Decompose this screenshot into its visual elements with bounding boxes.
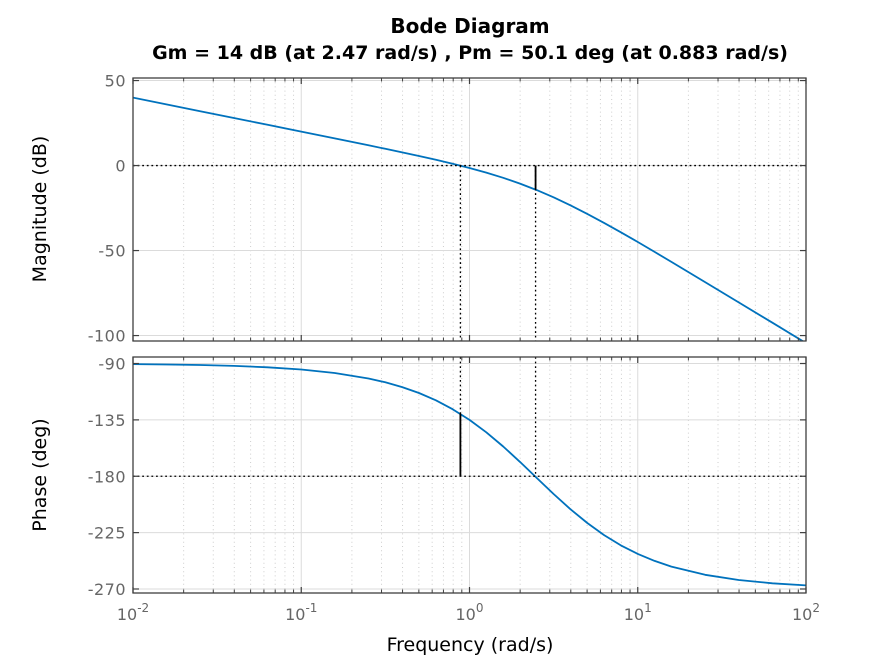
magnitude-curve xyxy=(133,96,805,341)
y-tick-label: -180 xyxy=(88,467,126,486)
phase-y-axis-label: Phase (deg) xyxy=(29,418,51,531)
x-tick-label: 102 xyxy=(792,601,820,624)
x-tick-label: 10-2 xyxy=(117,601,149,624)
y-tick-label: -270 xyxy=(88,580,126,599)
chart-subtitle: Gm = 14 dB (at 2.47 rad/s) , Pm = 50.1 d… xyxy=(152,42,788,64)
magnitude-y-axis-label: Magnitude (dB) xyxy=(29,136,51,283)
phase-panel: -90 -135 -180 -225 -270 10-2 10-1 100 101 102 xyxy=(88,355,820,624)
chart-title: Bode Diagram xyxy=(390,14,549,38)
y-tick-label: -100 xyxy=(88,327,126,346)
x-axis-label: Frequency (rad/s) xyxy=(387,634,554,656)
x-tick-label: 10-1 xyxy=(285,601,317,624)
y-tick-label: -135 xyxy=(88,411,126,430)
x-tick-label: 100 xyxy=(456,601,484,624)
y-tick-label: 50 xyxy=(105,72,126,91)
phase-curve xyxy=(133,363,806,587)
y-tick-label: 0 xyxy=(115,157,126,176)
y-tick-label: -225 xyxy=(88,524,126,543)
magnitude-panel: 50 0 -50 -100 xyxy=(88,72,807,346)
x-tick-label: 101 xyxy=(624,601,652,624)
y-tick-label: -50 xyxy=(98,242,126,261)
y-tick-label: -90 xyxy=(98,355,126,374)
